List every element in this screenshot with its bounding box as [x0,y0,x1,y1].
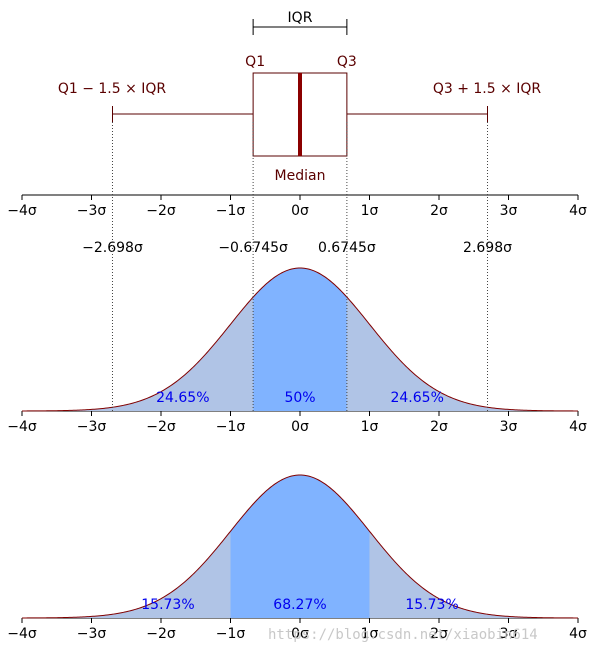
axis-tick-label: −1σ [216,626,246,642]
axis-tick-label: 2σ [430,419,448,435]
axis-tick-label: 4σ [569,626,587,642]
q1-label: Q1 [245,54,265,70]
percent-label: 24.65% [156,390,209,406]
area-region [487,407,578,411]
boxplot: IQR Q1 Q3 Q1 − 1.5 × IQR Q3 + 1.5 × IQR … [58,10,542,184]
axis-tick-label: −4σ [7,203,37,219]
axis-tick-label: 2σ [430,203,448,219]
guide-lines [111,122,489,411]
axis-tick-label: 0σ [291,203,309,219]
percent-label: 15.73% [405,597,458,613]
area-region [112,297,254,411]
q3-label: Q3 [337,54,357,70]
axis-tick-label: −4σ [7,419,37,435]
axis-tick-label: −3σ [77,626,107,642]
density-curve [22,267,578,412]
area-region [253,268,347,411]
boundary-labels: −2.698σ −0.6745σ 0.6745σ 2.698σ [82,240,512,256]
axis-tick-label: 4σ [569,419,587,435]
axis-tick-label: 1σ [361,203,379,219]
axis-tick-label: −2σ [146,419,176,435]
axis-tick-label: 3σ [500,419,518,435]
axis-tick-label: −4σ [7,626,37,642]
axis-tick-label: −1σ [216,203,246,219]
axis-tick-label: −2σ [146,203,176,219]
iqr-label: IQR [288,10,313,26]
axis-tick-label: −3σ [77,419,107,435]
area-region [346,297,488,411]
percent-label: 50% [284,390,315,406]
median-label: Median [275,168,326,184]
percent-label: 24.65% [390,390,443,406]
axis-tick-label: −1σ [216,419,246,435]
axis-top: −4σ −3σ −2σ −1σ 0σ 1σ 2σ 3σ 4σ [7,194,587,219]
axis-tick-label: 3σ [500,203,518,219]
percent-label: 15.73% [141,597,194,613]
density-curve [22,474,578,619]
axis-tick-label: 3σ [500,626,518,642]
upper-whisker-label: Q3 + 1.5 × IQR [433,81,542,97]
curve-panel-2: 15.73% 68.27% 15.73% [22,474,578,619]
watermark: https://blog.csdn.net/xiaobin614 [268,627,538,643]
axis-middle: −4σ −3σ −2σ −1σ 0σ 1σ 2σ 3σ 4σ [7,410,587,435]
area-region [22,407,113,411]
axis-tick-label: 0σ [291,626,309,642]
axis-tick-label: 1σ [361,419,379,435]
axis-tick-label: 0σ [291,419,309,435]
axis-tick-label: −3σ [77,203,107,219]
axis-tick-label: −2σ [146,626,176,642]
area-region [369,531,578,618]
axis-tick-label: 1σ [361,626,379,642]
percent-label: 68.27% [273,597,326,613]
curve-panel-1: 24.65% 50% 24.65% [22,267,578,412]
lower-whisker-label: Q1 − 1.5 × IQR [58,81,167,97]
area-region [230,475,370,618]
axis-tick-label: 4σ [569,203,587,219]
axis-tick-label: 2σ [430,626,448,642]
area-region [22,531,231,618]
